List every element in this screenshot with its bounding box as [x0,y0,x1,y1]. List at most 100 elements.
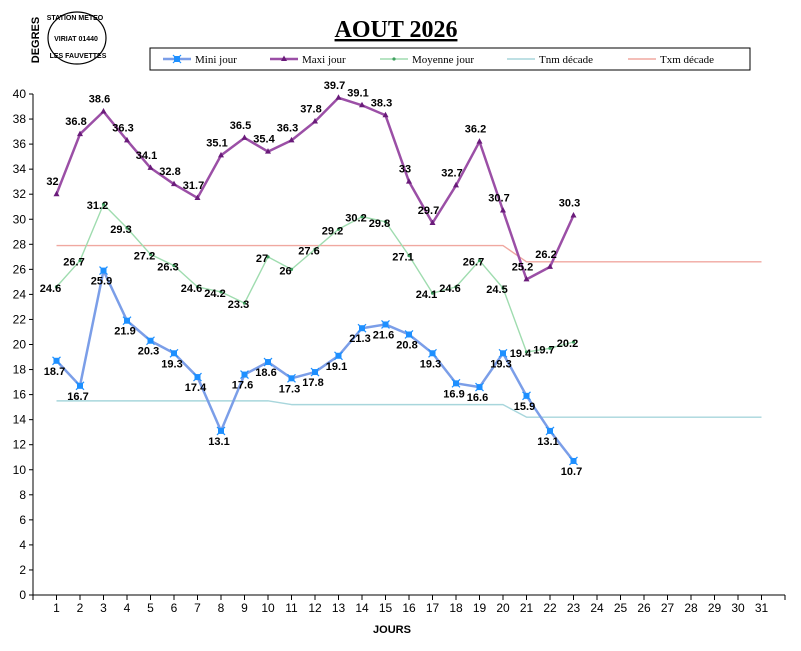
mini-jour-data-label: 13.1 [208,436,229,448]
maxi-jour-marker [194,194,201,200]
mini-jour-data-label: 19.3 [490,358,511,370]
maxi-jour-marker [218,151,224,158]
maxi-jour-data-label: 35.4 [253,134,275,146]
mini-jour-data-label: 17.8 [302,377,323,389]
moyenne-jour-marker [219,290,223,294]
maxi-jour-marker [335,94,342,100]
legend-box [149,47,751,71]
maxi-jour-data-label: 37.8 [300,104,321,116]
x-tick-label: 12 [308,601,322,615]
moyenne-jour-data-label: 24.1 [416,289,437,301]
mini-jour-data-label: 15.9 [514,401,535,413]
moyenne-jour-marker [289,267,294,271]
maxi-jour-data-label: 39.7 [324,80,345,92]
moyenne-jour-data-label: 24.6 [439,283,460,295]
x-tick-label: 29 [708,601,722,615]
x-tick-label: 2 [77,601,84,615]
moyenne-jour-marker [407,253,411,258]
mini-jour-data-label: 17.3 [279,383,300,395]
mini-jour-data-label: 19.1 [326,361,347,373]
moyenne-jour-marker [571,340,576,344]
mini-jour-marker-cross [522,391,531,401]
chart-title: AOUT 2026 [335,17,458,43]
x-axis-label: JOURS [373,624,411,636]
maxi-jour-data-label: 38.6 [89,94,110,106]
moyenne-jour-marker [101,202,106,206]
y-tick-label: 16 [13,388,27,402]
mini-jour-data-label: 16.7 [67,391,88,403]
maxi-jour-data-label: 26.2 [535,249,556,261]
mini-jour-marker-cross [193,372,202,382]
legend: Mini jour Maxi jour Moyenne jour Tnm décade… [149,47,751,71]
mini-jour-data-label: 13.1 [537,436,558,448]
maxi-jour-marker [288,136,295,143]
maxi-jour-data-label: 34.1 [136,150,157,162]
moyenne-jour-data-label: 26.3 [157,262,178,274]
maxi-jour-marker [500,206,506,213]
txm-decade-line [56,244,762,263]
maxi-jour-data-label: 36.3 [277,122,298,134]
mini-jour-marker-cross [99,266,108,276]
x-tick-label: 18 [449,601,463,615]
x-tick-label: 9 [241,601,248,615]
mini-jour-marker-cross [146,336,155,346]
station-stamp: STATION METEO VIRIAT 01440 LES FAUVETTES [47,11,107,65]
maxi-jour-marker [124,136,130,143]
maxi-jour-marker [171,180,177,187]
y-tick-label: 36 [13,137,27,151]
mini-jour-data-label: 17.4 [185,382,207,394]
x-tick-label: 6 [171,601,178,615]
mini-jour-data-label: 17.6 [232,380,253,392]
mini-jour-data-label: 20.8 [396,339,417,351]
y-tick-label: 30 [13,212,27,226]
y-tick-label: 28 [13,237,27,251]
maxi-jour-marker [476,138,483,144]
moyenne-jour-data-label: 27.6 [298,245,319,257]
moyenne-jour-marker [454,285,458,289]
maxi-jour-data-label: 36.8 [65,116,86,128]
y-tick-label: 14 [13,413,27,427]
moyenne-jour-data-label: 26.7 [463,257,484,269]
y-tick-label: 38 [13,112,27,126]
mini-jour-marker-cross [498,348,508,358]
moyenne-jour-data-label: 29.2 [322,225,343,237]
mini-jour-marker-cross [404,330,414,339]
maxi-jour-data-label: 29.7 [418,205,439,217]
maxi-jour-marker [382,111,389,118]
stamp-line-1: STATION METEO [47,15,104,22]
mini-jour-marker-cross [334,351,343,361]
moyenne-jour-data-label: 23.3 [228,299,249,311]
x-tick-label: 23 [567,601,581,615]
y-tick-label: 24 [13,287,27,301]
x-tick-label: 4 [124,601,131,615]
x-tick-label: 22 [543,601,557,615]
moyenne-jour-data-label: 19.7 [533,344,554,356]
mini-jour-marker-cross [545,426,555,436]
x-tick-label: 24 [590,601,604,615]
x-tick-label: 14 [355,601,369,615]
x-tick-label: 3 [100,601,107,615]
maxi-jour-data-label: 32.7 [441,167,462,179]
mini-jour-data-label: 25.9 [91,276,112,288]
mini-jour-marker-cross [428,348,437,358]
moyenne-jour-marker [524,350,529,354]
moyenne-jour-marker [125,226,129,230]
moyenne-jour-marker [54,285,59,289]
maxi-jour-data-label: 35.1 [206,137,227,149]
mini-jour-marker-cross [240,370,249,379]
y-axis-label: DEGRES [30,17,42,63]
moyenne-jour-marker [360,215,364,219]
maxi-jour-data-label: 30.7 [488,192,509,204]
maxi-jour-marker [523,275,530,282]
y-tick-label: 18 [13,363,27,377]
y-tick-label: 6 [19,513,26,527]
x-tick-label: 28 [684,601,698,615]
moyenne-jour-data-label: 29.8 [369,218,390,230]
maxi-jour-marker [547,263,553,269]
maxi-jour-marker [406,178,412,184]
moyenne-jour-marker [430,291,435,295]
y-tick-label: 20 [13,338,27,352]
mini-jour-data-label: 10.7 [561,466,582,478]
maxi-jour-data-label: 30.3 [559,197,580,209]
x-tick-label: 17 [426,601,440,615]
